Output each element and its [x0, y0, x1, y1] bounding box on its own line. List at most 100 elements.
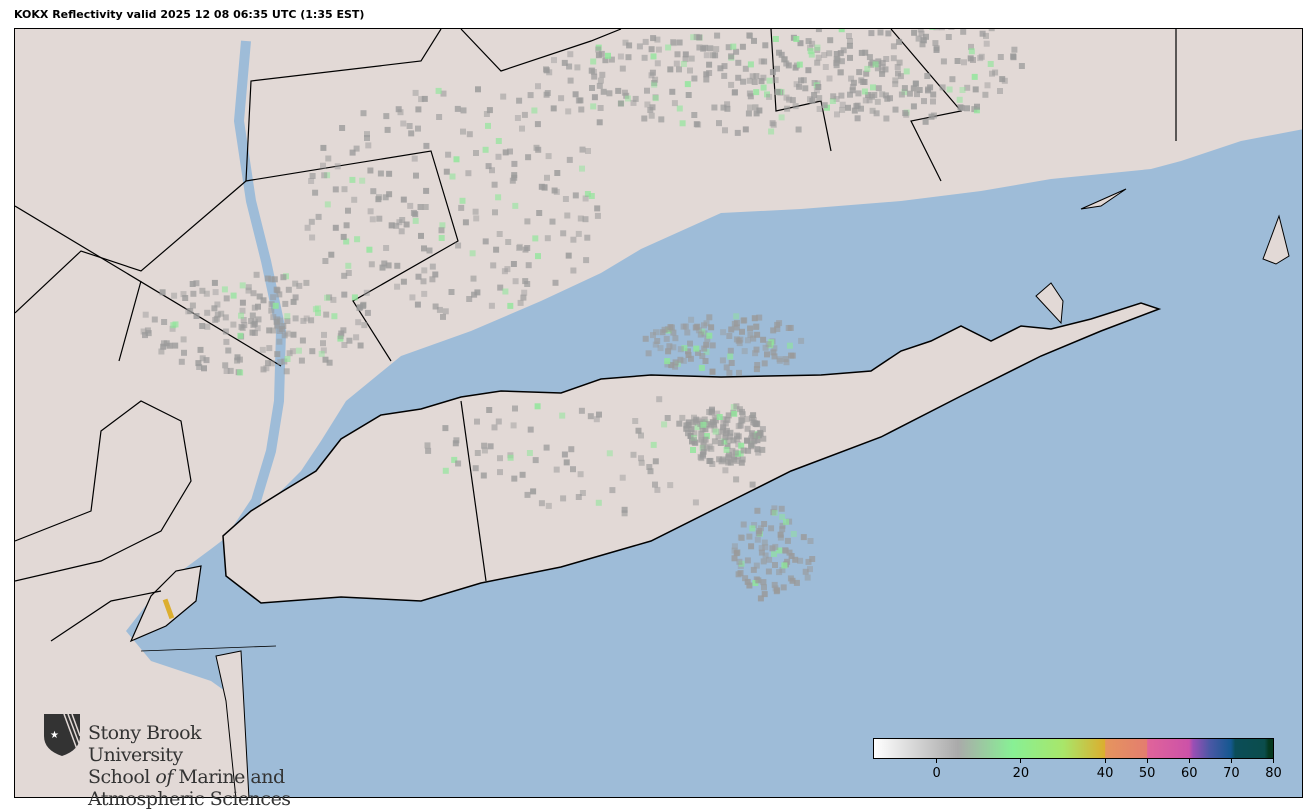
- radar-pixel: [690, 447, 696, 453]
- radar-pixel: [599, 71, 606, 78]
- radar-pixel: [490, 262, 497, 269]
- radar-pixel: [672, 335, 679, 342]
- radar-pixel: [357, 342, 364, 349]
- radar-pixel: [754, 536, 761, 543]
- radar-pixel: [712, 428, 719, 435]
- radar-pixel: [341, 186, 348, 193]
- radar-pixel: [884, 95, 891, 102]
- radar-pixel: [720, 422, 727, 429]
- radar-pixel: [459, 197, 466, 204]
- radar-pixel: [290, 331, 297, 338]
- radar-pixel: [185, 308, 192, 315]
- radar-pixel: [822, 64, 829, 70]
- radar-pixel: [755, 530, 762, 537]
- radar-pixel: [959, 87, 966, 93]
- radar-pixel: [536, 210, 543, 216]
- radar-pixel: [345, 262, 352, 269]
- radar-pixel: [485, 163, 492, 170]
- radar-pixel: [204, 323, 211, 330]
- radar-pixel: [507, 148, 513, 155]
- radar-pixel: [724, 101, 731, 108]
- radar-pixel: [777, 531, 784, 538]
- radar-pixel: [740, 447, 747, 454]
- radar-pixel: [759, 446, 766, 453]
- radar-pixel: [567, 51, 574, 58]
- radar-pixel: [786, 342, 793, 349]
- radar-pixel: [771, 551, 777, 557]
- radar-pixel: [651, 81, 658, 88]
- radar-pixel: [413, 172, 419, 179]
- radar-pixel: [797, 557, 804, 564]
- radar-pixel: [713, 46, 720, 53]
- radar-pixel: [630, 451, 637, 458]
- radar-pixel: [873, 110, 880, 117]
- radar-pixel: [253, 271, 260, 278]
- svg-text:★: ★: [50, 730, 59, 741]
- radar-pixel: [421, 95, 428, 102]
- radar-pixel: [821, 52, 828, 58]
- radar-pixel: [783, 518, 789, 525]
- radar-pixel: [704, 335, 711, 342]
- radar-pixel: [960, 29, 967, 35]
- radar-pixel: [203, 290, 210, 297]
- radar-pixel: [723, 364, 730, 371]
- radar-pixel: [879, 59, 886, 66]
- radar-pixel: [365, 142, 372, 149]
- radar-pixel: [805, 67, 812, 74]
- radar-pixel: [249, 312, 256, 319]
- radar-pixel: [236, 356, 243, 363]
- radar-pixel: [442, 308, 449, 315]
- radar-pixel: [974, 103, 980, 110]
- radar-pixel: [400, 278, 407, 285]
- radar-pixel: [858, 49, 865, 56]
- radar-pixel: [762, 544, 769, 551]
- radar-pixel: [811, 92, 818, 98]
- radar-pixel: [770, 327, 777, 334]
- radar-pixel: [657, 345, 664, 352]
- radar-pixel: [187, 308, 194, 314]
- radar-pixel: [910, 103, 917, 110]
- radar-pixel: [482, 238, 489, 245]
- radar-pixel: [808, 51, 815, 58]
- radar-pixel: [151, 316, 158, 323]
- radar-pixel: [522, 246, 529, 253]
- radar-pixel: [700, 448, 707, 455]
- radar-pixel: [692, 499, 699, 506]
- radar-pixel: [381, 260, 388, 267]
- radar-pixel: [722, 467, 729, 474]
- radar-pixel: [462, 219, 469, 226]
- radar-pixel: [142, 311, 149, 318]
- radar-pixel: [802, 568, 809, 575]
- radar-pixel: [222, 328, 229, 335]
- radar-pixel: [597, 77, 604, 84]
- radar-pixel: [199, 287, 206, 294]
- radar-pixel: [251, 318, 258, 325]
- radar-pixel: [510, 422, 517, 429]
- radar-pixel: [303, 279, 310, 286]
- radar-pixel: [442, 425, 449, 432]
- radar-pixel: [833, 96, 840, 102]
- radar-pixel: [774, 88, 781, 95]
- radar-pixel: [720, 416, 727, 423]
- radar-pixel: [892, 106, 899, 113]
- radar-pixel: [838, 92, 845, 99]
- radar-pixel: [512, 278, 519, 285]
- radar-pixel: [238, 312, 244, 319]
- radar-pixel: [997, 88, 1003, 94]
- radar-pixel: [770, 509, 777, 516]
- radar-pixel: [862, 49, 869, 56]
- radar-pixel: [759, 426, 766, 433]
- radar-pixel: [602, 57, 609, 64]
- radar-pixel: [733, 48, 740, 55]
- radar-pixel: [989, 70, 995, 77]
- radar-pixel: [351, 294, 358, 301]
- radar-pixel: [570, 236, 577, 243]
- radar-pixel: [676, 420, 683, 427]
- radar-pixel: [225, 347, 232, 354]
- radar-pixel: [160, 343, 167, 350]
- radar-pixel: [466, 296, 473, 302]
- radar-pixel: [214, 301, 221, 308]
- radar-pixel: [417, 204, 424, 210]
- radar-pixel: [661, 421, 668, 428]
- radar-pixel: [702, 436, 709, 443]
